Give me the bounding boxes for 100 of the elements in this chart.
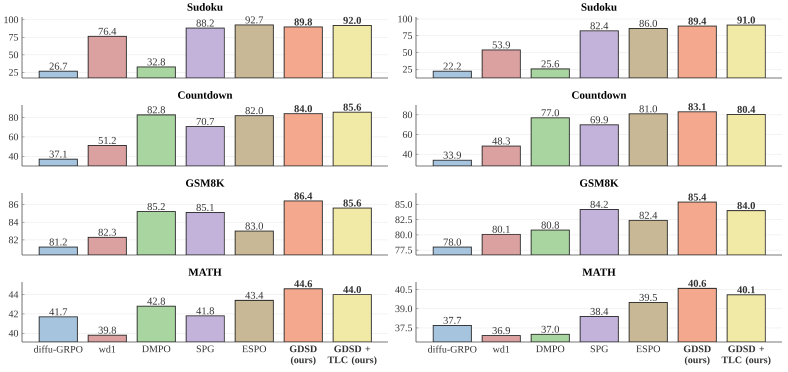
x-tick-label: DMPO (142, 346, 170, 352)
data-label: 92.7 (245, 16, 264, 24)
data-label: 70.7 (196, 118, 214, 126)
data-label: 81.2 (49, 238, 67, 246)
data-label: 82.8 (147, 106, 166, 114)
data-label: 83.1 (688, 103, 706, 110)
x-tick-label: ESPO (636, 346, 660, 352)
y-tick-label: 82.5 (395, 216, 412, 224)
data-label: 80.1 (492, 226, 510, 233)
data-label: 40.1 (737, 286, 755, 294)
x-tick-label: GDSD (ours) (684, 346, 711, 366)
x-tick-label: wd1 (98, 346, 116, 353)
y-tick-label: 37.5 (395, 324, 412, 332)
y-tick-label: 50 (403, 49, 412, 56)
y-tick-label: 82 (8, 236, 18, 244)
data-label: 38.4 (590, 308, 608, 315)
x-tick-label: SPG (196, 346, 214, 352)
y-tick-label: 75 (9, 34, 18, 41)
y-tick-label: 80 (402, 111, 412, 118)
data-label: 41.7 (49, 308, 68, 316)
data-label: 92.0 (343, 16, 362, 24)
data-label: 26.7 (50, 62, 68, 70)
y-tick-label: 60 (8, 134, 18, 140)
y-tick-label: 84 (8, 218, 18, 226)
chart-title: Sudoku (188, 3, 223, 11)
data-label: 86.4 (294, 192, 312, 200)
x-tick-label: GDSD + TLC (ours) (328, 346, 377, 366)
x-tick-label: GDSD + TLC (ours) (722, 346, 770, 366)
y-tick-label: 25 (8, 69, 18, 76)
data-label: 82.4 (639, 212, 658, 219)
data-label: 86.0 (639, 20, 658, 27)
data-label: 37.1 (50, 150, 67, 158)
y-tick-label: 40 (402, 150, 412, 158)
data-label: 91.0 (737, 16, 756, 24)
chart-title: MATH (582, 268, 616, 276)
data-label: 33.9 (444, 152, 462, 159)
data-label: 43.4 (245, 292, 264, 299)
x-tick-label: diffu-GRPO (428, 346, 476, 353)
data-label: 83.0 (245, 222, 264, 230)
y-tick-label: 25 (402, 66, 412, 73)
x-tick-label: ESPO (242, 346, 266, 352)
data-label: 89.8 (294, 18, 312, 26)
y-tick-label: 42 (8, 310, 18, 318)
data-label: 44.6 (294, 280, 312, 288)
data-label: 32.8 (148, 58, 166, 66)
data-label: 44.0 (343, 286, 362, 294)
y-tick-label: 100 (4, 16, 18, 24)
x-tick-label: DMPO (536, 346, 564, 352)
data-label: 85.6 (343, 199, 362, 207)
data-label: 77.0 (542, 109, 560, 116)
data-label: 84.0 (294, 105, 312, 112)
data-label: 84.0 (737, 202, 756, 210)
data-label: 85.1 (196, 204, 214, 212)
data-label: 85.2 (147, 203, 165, 210)
data-label: 82.4 (590, 22, 608, 30)
data-label: 41.8 (196, 307, 214, 314)
data-label: 22.2 (444, 62, 461, 70)
y-tick-label: 80.0 (395, 232, 412, 238)
x-tick-label: wd1 (492, 346, 510, 353)
data-label: 25.6 (542, 60, 560, 68)
data-label: 42.8 (147, 298, 166, 305)
data-label: 89.4 (688, 18, 706, 25)
chart-title: GSM8K (580, 179, 618, 187)
chart-title: Countdown (178, 91, 232, 99)
y-tick-label: 60 (402, 131, 412, 138)
data-label: 48.3 (492, 137, 510, 145)
y-tick-label: 40 (8, 330, 18, 337)
y-tick-label: 40.5 (395, 286, 412, 294)
data-label: 39.5 (640, 294, 658, 301)
y-tick-label: 100 (398, 16, 412, 22)
data-label: 85.6 (343, 104, 362, 111)
chart-title: Countdown (572, 91, 626, 99)
data-label: 84.2 (590, 200, 608, 208)
data-label: 85.4 (688, 194, 706, 201)
data-label: 69.9 (590, 116, 608, 124)
y-tick-label: 80 (8, 114, 18, 121)
x-tick-label: SPG (590, 346, 608, 352)
data-label: 39.8 (98, 326, 116, 334)
y-tick-label: 77.5 (396, 246, 412, 254)
data-label: 82.0 (245, 107, 264, 114)
data-label: 40.6 (688, 280, 706, 287)
data-label: 51.2 (98, 136, 116, 144)
y-tick-label: 44 (8, 291, 18, 298)
y-tick-label: 39.0 (395, 305, 412, 312)
chart-title: Sudoku (582, 3, 617, 11)
y-tick-label: 85.0 (395, 201, 412, 208)
y-tick-label: 75 (403, 32, 412, 40)
data-label: 36.9 (492, 327, 510, 334)
data-label: 82.3 (98, 228, 116, 236)
y-tick-label: 50 (9, 51, 18, 58)
data-label: 80.8 (541, 221, 560, 229)
data-label: 81.0 (639, 105, 658, 112)
x-tick-label: diffu-GRPO (34, 346, 82, 353)
data-label: 76.4 (98, 28, 116, 35)
chart-title: MATH (188, 268, 222, 276)
data-label: 37.7 (444, 316, 462, 324)
y-tick-label: 86 (8, 201, 18, 208)
data-label: 53.9 (492, 41, 510, 48)
data-label: 80.4 (737, 106, 756, 113)
data-label: 88.2 (196, 19, 214, 27)
